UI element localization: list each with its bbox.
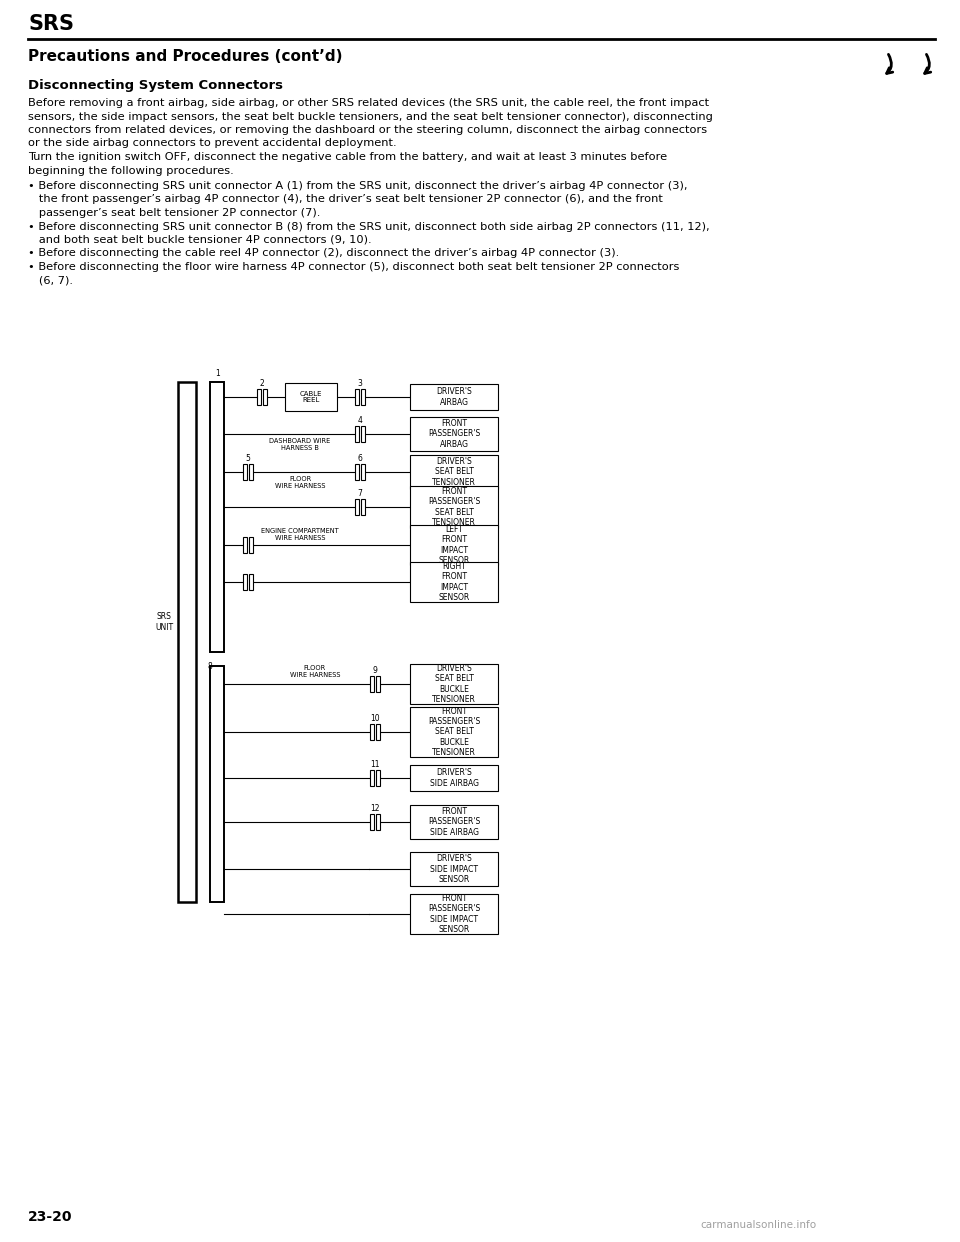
Text: 10: 10 xyxy=(371,714,380,723)
Text: LEFT
FRONT
IMPACT
SENSOR: LEFT FRONT IMPACT SENSOR xyxy=(439,525,469,565)
Text: DASHBOARD WIRE
HARNESS B: DASHBOARD WIRE HARNESS B xyxy=(270,438,330,451)
Bar xyxy=(178,383,196,902)
Bar xyxy=(370,676,374,692)
Text: FRONT
PASSENGER'S
SIDE AIRBAG: FRONT PASSENGER'S SIDE AIRBAG xyxy=(428,807,480,837)
Bar xyxy=(410,561,498,602)
Bar xyxy=(355,389,359,405)
Bar xyxy=(410,805,498,840)
Bar xyxy=(243,465,247,479)
Text: 5: 5 xyxy=(246,455,251,463)
Bar xyxy=(410,455,498,489)
Text: SRS
UNIT: SRS UNIT xyxy=(155,612,173,632)
Text: or the side airbag connectors to prevent accidental deployment.: or the side airbag connectors to prevent… xyxy=(28,139,396,149)
Bar xyxy=(361,426,365,442)
Text: Disconnecting System Connectors: Disconnecting System Connectors xyxy=(28,79,283,92)
Text: RIGHT
FRONT
IMPACT
SENSOR: RIGHT FRONT IMPACT SENSOR xyxy=(439,561,469,602)
Bar xyxy=(410,852,498,886)
Text: 3: 3 xyxy=(357,379,363,388)
Text: 12: 12 xyxy=(371,804,380,814)
Text: DRIVER'S
SIDE IMPACT
SENSOR: DRIVER'S SIDE IMPACT SENSOR xyxy=(430,854,478,884)
Text: (6, 7).: (6, 7). xyxy=(28,276,73,286)
Text: and both seat belt buckle tensioner 4P connectors (9, 10).: and both seat belt buckle tensioner 4P c… xyxy=(28,235,372,245)
Bar xyxy=(210,666,224,902)
Bar xyxy=(249,537,253,553)
Bar xyxy=(249,574,253,590)
Text: 6: 6 xyxy=(357,455,363,463)
Text: carmanualsonline.info: carmanualsonline.info xyxy=(700,1220,816,1230)
Text: the front passenger’s airbag 4P connector (4), the driver’s seat belt tensioner : the front passenger’s airbag 4P connecto… xyxy=(28,195,662,205)
Bar xyxy=(410,525,498,565)
Text: Precautions and Procedures (cont’d): Precautions and Procedures (cont’d) xyxy=(28,48,343,65)
Text: DRIVER'S
SIDE AIRBAG: DRIVER'S SIDE AIRBAG xyxy=(429,769,478,787)
Text: 1: 1 xyxy=(216,369,221,378)
Bar xyxy=(243,537,247,553)
Bar xyxy=(361,499,365,515)
Text: FRONT
PASSENGER'S
SIDE IMPACT
SENSOR: FRONT PASSENGER'S SIDE IMPACT SENSOR xyxy=(428,894,480,934)
Text: 4: 4 xyxy=(357,416,363,425)
Bar xyxy=(285,383,337,411)
Text: 9: 9 xyxy=(372,666,377,674)
Text: FLOOR
WIRE HARNESS: FLOOR WIRE HARNESS xyxy=(290,664,340,678)
Text: passenger’s seat belt tensioner 2P connector (7).: passenger’s seat belt tensioner 2P conne… xyxy=(28,207,321,219)
Bar xyxy=(263,389,267,405)
Text: CABLE
REEL: CABLE REEL xyxy=(300,390,323,404)
Bar xyxy=(410,417,498,451)
Bar xyxy=(370,770,374,786)
Bar xyxy=(410,765,498,791)
Text: Turn the ignition switch OFF, disconnect the negative cable from the battery, an: Turn the ignition switch OFF, disconnect… xyxy=(28,152,667,161)
Bar xyxy=(376,814,380,830)
Bar xyxy=(361,465,365,479)
Bar xyxy=(243,574,247,590)
Text: • Before disconnecting the floor wire harness 4P connector (5), disconnect both : • Before disconnecting the floor wire ha… xyxy=(28,262,680,272)
Text: DRIVER'S
SEAT BELT
TENSIONER: DRIVER'S SEAT BELT TENSIONER xyxy=(432,457,476,487)
Text: • Before disconnecting SRS unit connector B (8) from the SRS unit, disconnect bo: • Before disconnecting SRS unit connecto… xyxy=(28,221,709,231)
Text: Before removing a front airbag, side airbag, or other SRS related devices (the S: Before removing a front airbag, side air… xyxy=(28,98,709,108)
Bar xyxy=(370,814,374,830)
Bar xyxy=(210,383,224,652)
Bar xyxy=(361,389,365,405)
Text: DRIVER'S
AIRBAG: DRIVER'S AIRBAG xyxy=(436,388,472,406)
Text: 2: 2 xyxy=(259,379,264,388)
Text: FLOOR
WIRE HARNESS: FLOOR WIRE HARNESS xyxy=(275,476,325,489)
Bar xyxy=(257,389,261,405)
Text: 8: 8 xyxy=(207,662,212,671)
Text: DRIVER'S
SEAT BELT
BUCKLE
TENSIONER: DRIVER'S SEAT BELT BUCKLE TENSIONER xyxy=(432,664,476,704)
Text: FRONT
PASSENGER'S
SEAT BELT
BUCKLE
TENSIONER: FRONT PASSENGER'S SEAT BELT BUCKLE TENSI… xyxy=(428,707,480,758)
Bar xyxy=(355,426,359,442)
Bar xyxy=(355,465,359,479)
Bar xyxy=(410,707,498,758)
Text: connectors from related devices, or removing the dashboard or the steering colum: connectors from related devices, or remo… xyxy=(28,125,708,135)
Bar xyxy=(410,486,498,528)
Text: FRONT
PASSENGER'S
SEAT BELT
TENSIONER: FRONT PASSENGER'S SEAT BELT TENSIONER xyxy=(428,487,480,527)
Bar xyxy=(410,664,498,704)
Text: FRONT
PASSENGER'S
AIRBAG: FRONT PASSENGER'S AIRBAG xyxy=(428,419,480,448)
Text: 11: 11 xyxy=(371,760,380,769)
Bar xyxy=(249,465,253,479)
Bar xyxy=(376,676,380,692)
Bar xyxy=(410,894,498,934)
Bar xyxy=(376,770,380,786)
Text: • Before disconnecting SRS unit connector A (1) from the SRS unit, disconnect th: • Before disconnecting SRS unit connecto… xyxy=(28,181,687,191)
Text: 7: 7 xyxy=(357,489,363,498)
Text: sensors, the side impact sensors, the seat belt buckle tensioners, and the seat : sensors, the side impact sensors, the se… xyxy=(28,112,713,122)
Bar xyxy=(355,499,359,515)
Text: SRS: SRS xyxy=(28,14,74,34)
Text: ENGINE COMPARTMENT
WIRE HARNESS: ENGINE COMPARTMENT WIRE HARNESS xyxy=(261,528,339,542)
Text: 23-20: 23-20 xyxy=(28,1210,73,1225)
Bar xyxy=(370,724,374,740)
Bar xyxy=(410,384,498,410)
Bar xyxy=(376,724,380,740)
Text: • Before disconnecting the cable reel 4P connector (2), disconnect the driver’s : • Before disconnecting the cable reel 4P… xyxy=(28,248,619,258)
Text: beginning the following procedures.: beginning the following procedures. xyxy=(28,165,233,175)
